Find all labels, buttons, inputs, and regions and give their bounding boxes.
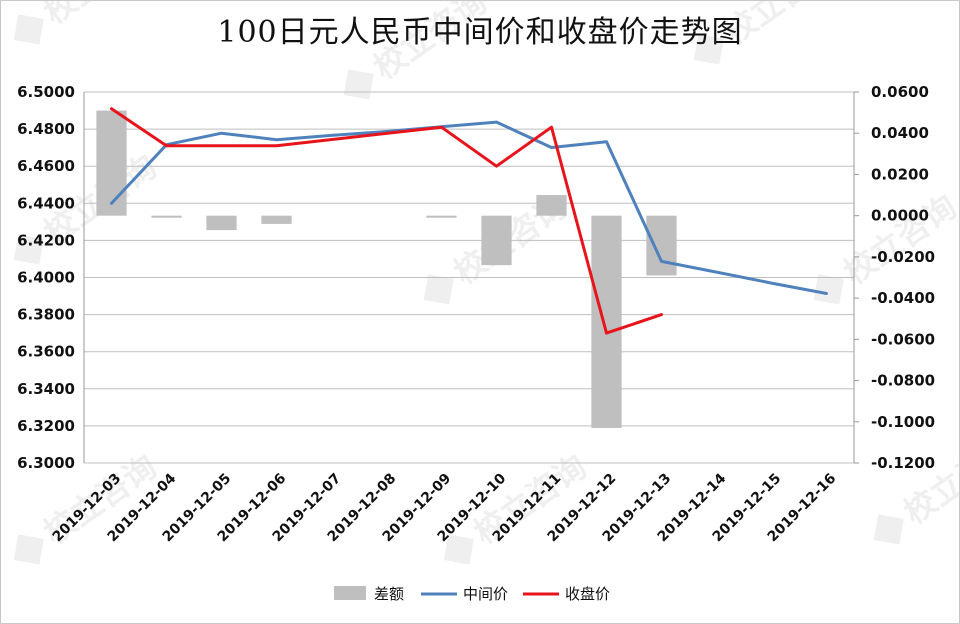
left-axis-tick-label: 6.3600 (17, 343, 75, 361)
left-axis-tick-label: 6.4400 (17, 194, 75, 212)
watermark-logo-icon (343, 69, 374, 100)
left-axis-tick-label: 6.5000 (17, 83, 75, 101)
watermark-text: 校立咨询 (37, 1, 164, 32)
left-axis-tick-label: 6.4800 (17, 120, 75, 138)
diff-bar (96, 110, 127, 216)
legend-label: 差额 (374, 585, 404, 603)
diff-bar (261, 215, 292, 224)
right-axis-tick-label: -0.0800 (871, 372, 935, 390)
diff-bar (151, 215, 182, 218)
left-axis-tick-label: 6.4600 (17, 157, 75, 175)
legend-label: 中间价 (463, 585, 508, 603)
watermark: 校立咨询 (13, 1, 164, 45)
right-axis-ticks: -0.1200 -0.1000 -0.0800 -0.0600 -0.0400 -0.02… (854, 83, 935, 472)
watermark-text: 校立咨询 (897, 427, 959, 532)
diff-bar (591, 215, 622, 428)
watermark: 校立咨询 (693, 1, 844, 65)
legend-label: 收盘价 (565, 585, 610, 603)
legend: 差额 中间价 收盘价 (334, 585, 610, 603)
watermark: 校立咨询 (343, 1, 494, 100)
right-axis-tick-label: -0.1000 (871, 413, 935, 431)
watermark-text: 校立咨询 (367, 1, 494, 87)
watermark-logo-icon (13, 534, 44, 565)
diff-bar (206, 215, 237, 231)
right-axis-tick-label: -0.0200 (871, 248, 935, 266)
right-axis-tick-label: 0.0600 (871, 83, 929, 101)
series-lines (110, 107, 828, 335)
watermark-logo-icon (693, 34, 724, 65)
right-axis-tick-label: 0.0400 (871, 124, 929, 142)
right-axis-tick-label: -0.0400 (871, 289, 935, 307)
watermark: 校立咨询 (873, 427, 959, 545)
watermark-logo-icon (873, 514, 904, 545)
left-axis-tick-label: 6.4000 (17, 269, 75, 287)
legend-swatch-bar (334, 586, 366, 600)
left-axis-ticks: 6.3000 6.3200 6.3400 6.3600 6.3800 6.4000 6.42… (17, 83, 75, 472)
watermark-logo-icon (13, 234, 44, 265)
x-axis-ticks: 2019-12-032019-12-042019-12-052019-12-06… (50, 470, 840, 545)
right-axis-tick-label: 0.0000 (871, 207, 929, 225)
left-axis-tick-label: 6.3800 (17, 306, 75, 324)
watermark-logo-icon (423, 274, 454, 305)
left-axis-tick-label: 6.4200 (17, 231, 75, 249)
left-axis-tick-label: 6.3200 (17, 417, 75, 435)
right-axis-tick-label: 0.0200 (871, 165, 929, 183)
watermark-logo-icon (13, 14, 44, 45)
diff-bar (426, 215, 457, 218)
series-line-midprice (110, 120, 828, 295)
chart-title: 100日元人民币中间价和收盘价走势图 (217, 15, 743, 50)
diff-bar (536, 195, 567, 216)
left-axis-tick-label: 6.3400 (17, 380, 75, 398)
series-line-close (110, 107, 663, 335)
watermark-logo-icon (813, 274, 844, 305)
diff-bar (646, 215, 677, 276)
right-axis-tick-label: -0.1200 (871, 454, 935, 472)
watermark-logo-icon (443, 534, 474, 565)
diff-bars (96, 110, 677, 428)
watermark-text: 校立咨询 (837, 187, 959, 292)
watermark-text: 校立咨询 (717, 1, 844, 52)
gridlines (83, 91, 855, 464)
diff-bar (481, 215, 512, 266)
left-axis-tick-label: 6.3000 (17, 454, 75, 472)
right-axis-tick-label: -0.0600 (871, 330, 935, 348)
